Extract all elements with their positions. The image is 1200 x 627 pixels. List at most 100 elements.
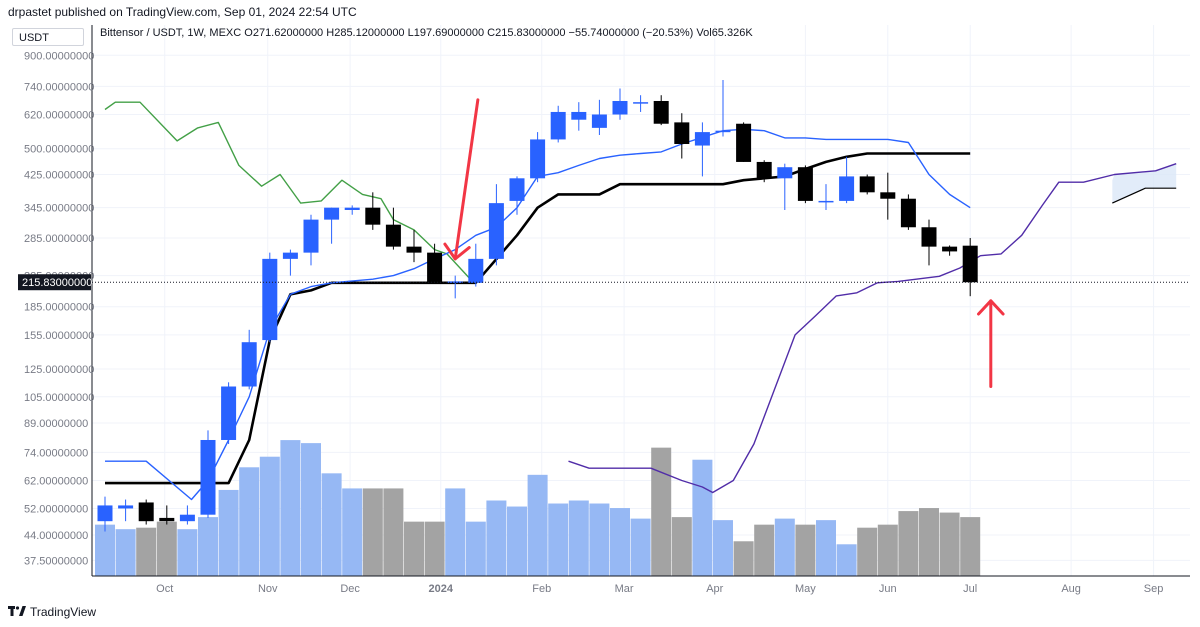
- candle: [427, 243, 443, 283]
- price-tick-label: 425.00000000: [24, 170, 94, 182]
- time-tick-label: Feb: [532, 583, 551, 595]
- legend-change: −55.74000000 (−20.53%): [568, 27, 694, 39]
- legend-open: 271.62000000: [252, 27, 324, 39]
- price-tick-label: 620.00000000: [24, 109, 94, 121]
- candle-body: [97, 505, 113, 522]
- candle: [262, 252, 278, 343]
- price-tick-label: 89.00000000: [24, 418, 88, 430]
- candle: [406, 229, 422, 263]
- candle-body: [942, 246, 958, 252]
- price-tick-label: 105.00000000: [24, 392, 94, 404]
- candle-body: [777, 167, 793, 179]
- candle-body: [159, 517, 175, 522]
- candle-body: [653, 100, 669, 124]
- candle: [509, 176, 525, 215]
- time-tick-label: Jun: [879, 583, 897, 595]
- candle-body: [550, 111, 566, 140]
- price-tick-label: 62.00000000: [24, 476, 88, 488]
- candle-body: [324, 207, 340, 220]
- volume-bar: [568, 500, 589, 576]
- candle: [777, 163, 793, 210]
- ohlc-legend: Bittensor / USDT, 1W, MEXC O271.62000000…: [100, 27, 753, 39]
- volume-bar: [651, 447, 672, 576]
- candle-body: [385, 224, 401, 247]
- volume-bar: [301, 443, 321, 576]
- volume-bar: [342, 488, 363, 576]
- candle: [839, 156, 855, 204]
- volume-bar: [630, 518, 651, 576]
- candle-body: [571, 111, 587, 120]
- price-tick-label: 155.00000000: [24, 330, 94, 342]
- candle-body: [756, 161, 772, 179]
- candle: [179, 505, 195, 525]
- candle: [282, 249, 298, 276]
- volume-bar: [774, 518, 795, 576]
- candle: [385, 207, 401, 250]
- volume-bar: [115, 529, 136, 576]
- arrow-head: [977, 299, 1005, 316]
- candle-body: [282, 252, 298, 259]
- volume-bar: [486, 500, 507, 576]
- time-tick-label: Apr: [706, 583, 723, 595]
- candle-body: [509, 178, 525, 201]
- last-price-label: 215.83000000: [22, 277, 92, 289]
- volume-bar: [136, 527, 157, 576]
- time-tick-label: Nov: [258, 583, 278, 595]
- candle: [159, 505, 175, 525]
- candle: [736, 122, 752, 162]
- volume-bar: [404, 521, 424, 576]
- candle-body: [674, 122, 690, 144]
- time-tick-label: Dec: [340, 583, 360, 595]
- candle: [488, 184, 504, 266]
- candle-body: [962, 245, 978, 283]
- price-tick-label: 37.50000000: [24, 555, 88, 567]
- legend-high: 285.12000000: [334, 27, 405, 39]
- volume-bar: [548, 503, 569, 576]
- candle-body: [715, 130, 731, 133]
- price-tick-label: 500.00000000: [24, 144, 94, 156]
- candle-body: [839, 176, 855, 201]
- volume-bar: [733, 541, 754, 576]
- time-tick-label: Mar: [615, 583, 634, 595]
- volume-bar: [939, 512, 960, 576]
- candle: [694, 122, 710, 177]
- volume-bar: [671, 517, 692, 576]
- legend-h-label: H: [326, 27, 335, 39]
- price-axis-labels: 900.00000000 740.00000000 620.00000000 500.…: [24, 50, 94, 567]
- legend-vol-label: Vol: [696, 27, 712, 39]
- time-tick-label: Aug: [1061, 583, 1081, 595]
- leading-span-b-line: [568, 163, 1177, 494]
- arrow-shaft: [453, 98, 480, 261]
- volume-bar: [280, 440, 301, 576]
- candle-body: [262, 258, 278, 341]
- candle-body: [694, 132, 710, 146]
- candle-body: [365, 207, 381, 225]
- volume-bar: [218, 489, 239, 576]
- candle: [612, 88, 628, 120]
- volume-bar: [239, 467, 260, 576]
- volume-bar: [960, 517, 981, 576]
- candle: [797, 165, 813, 204]
- volume-bar: [156, 521, 177, 576]
- candle: [118, 499, 134, 522]
- volume-bar: [95, 524, 115, 576]
- volume-bar: [589, 503, 610, 576]
- candle: [674, 113, 690, 159]
- legend-close: 215.83000000: [495, 27, 566, 39]
- candle-body: [241, 342, 257, 387]
- candle: [633, 95, 649, 112]
- volume-bar: [177, 529, 198, 576]
- candle: [530, 132, 546, 183]
- currency-button[interactable]: USDT: [12, 28, 84, 46]
- time-tick-label: Sep: [1144, 583, 1164, 595]
- volume-bar: [198, 517, 218, 576]
- annotation-arrow-down: [443, 98, 480, 261]
- candle: [138, 499, 154, 525]
- volume-bar: [610, 508, 630, 576]
- volume-bar: [465, 521, 486, 576]
- candle-body: [406, 246, 422, 253]
- candle: [653, 95, 669, 126]
- candle: [818, 184, 834, 210]
- price-tick-label: 185.00000000: [24, 302, 94, 314]
